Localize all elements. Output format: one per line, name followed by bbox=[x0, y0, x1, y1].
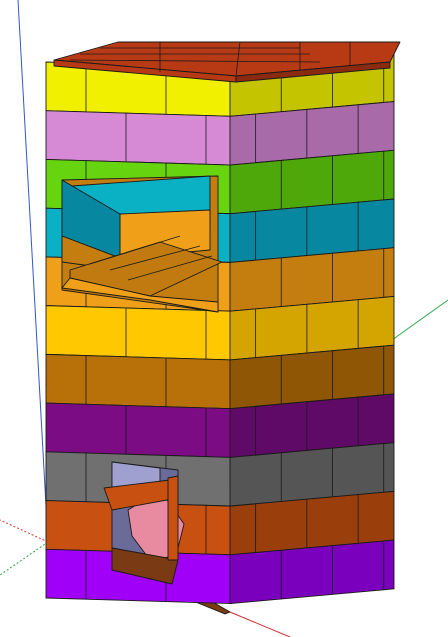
course-front-purple bbox=[45, 402, 233, 458]
course-side-violet bbox=[229, 539, 395, 605]
firebox bbox=[103, 461, 185, 585]
cap-course bbox=[53, 41, 401, 83]
course-front-gold bbox=[45, 305, 233, 361]
blue-axis bbox=[17, 0, 49, 543]
red-axis-dotted bbox=[0, 519, 49, 543]
cap-side bbox=[235, 61, 391, 83]
green-axis-dotted bbox=[0, 541, 49, 576]
firebox-post bbox=[167, 475, 179, 561]
hearth-front bbox=[61, 277, 219, 313]
course-front-brown bbox=[45, 353, 233, 410]
brick-courses bbox=[45, 52, 395, 605]
green-axis bbox=[384, 299, 448, 346]
red-axis bbox=[229, 611, 291, 637]
firebox-floor bbox=[111, 547, 179, 585]
cooking-chamber bbox=[61, 175, 223, 313]
course-front-lavender bbox=[45, 110, 233, 166]
